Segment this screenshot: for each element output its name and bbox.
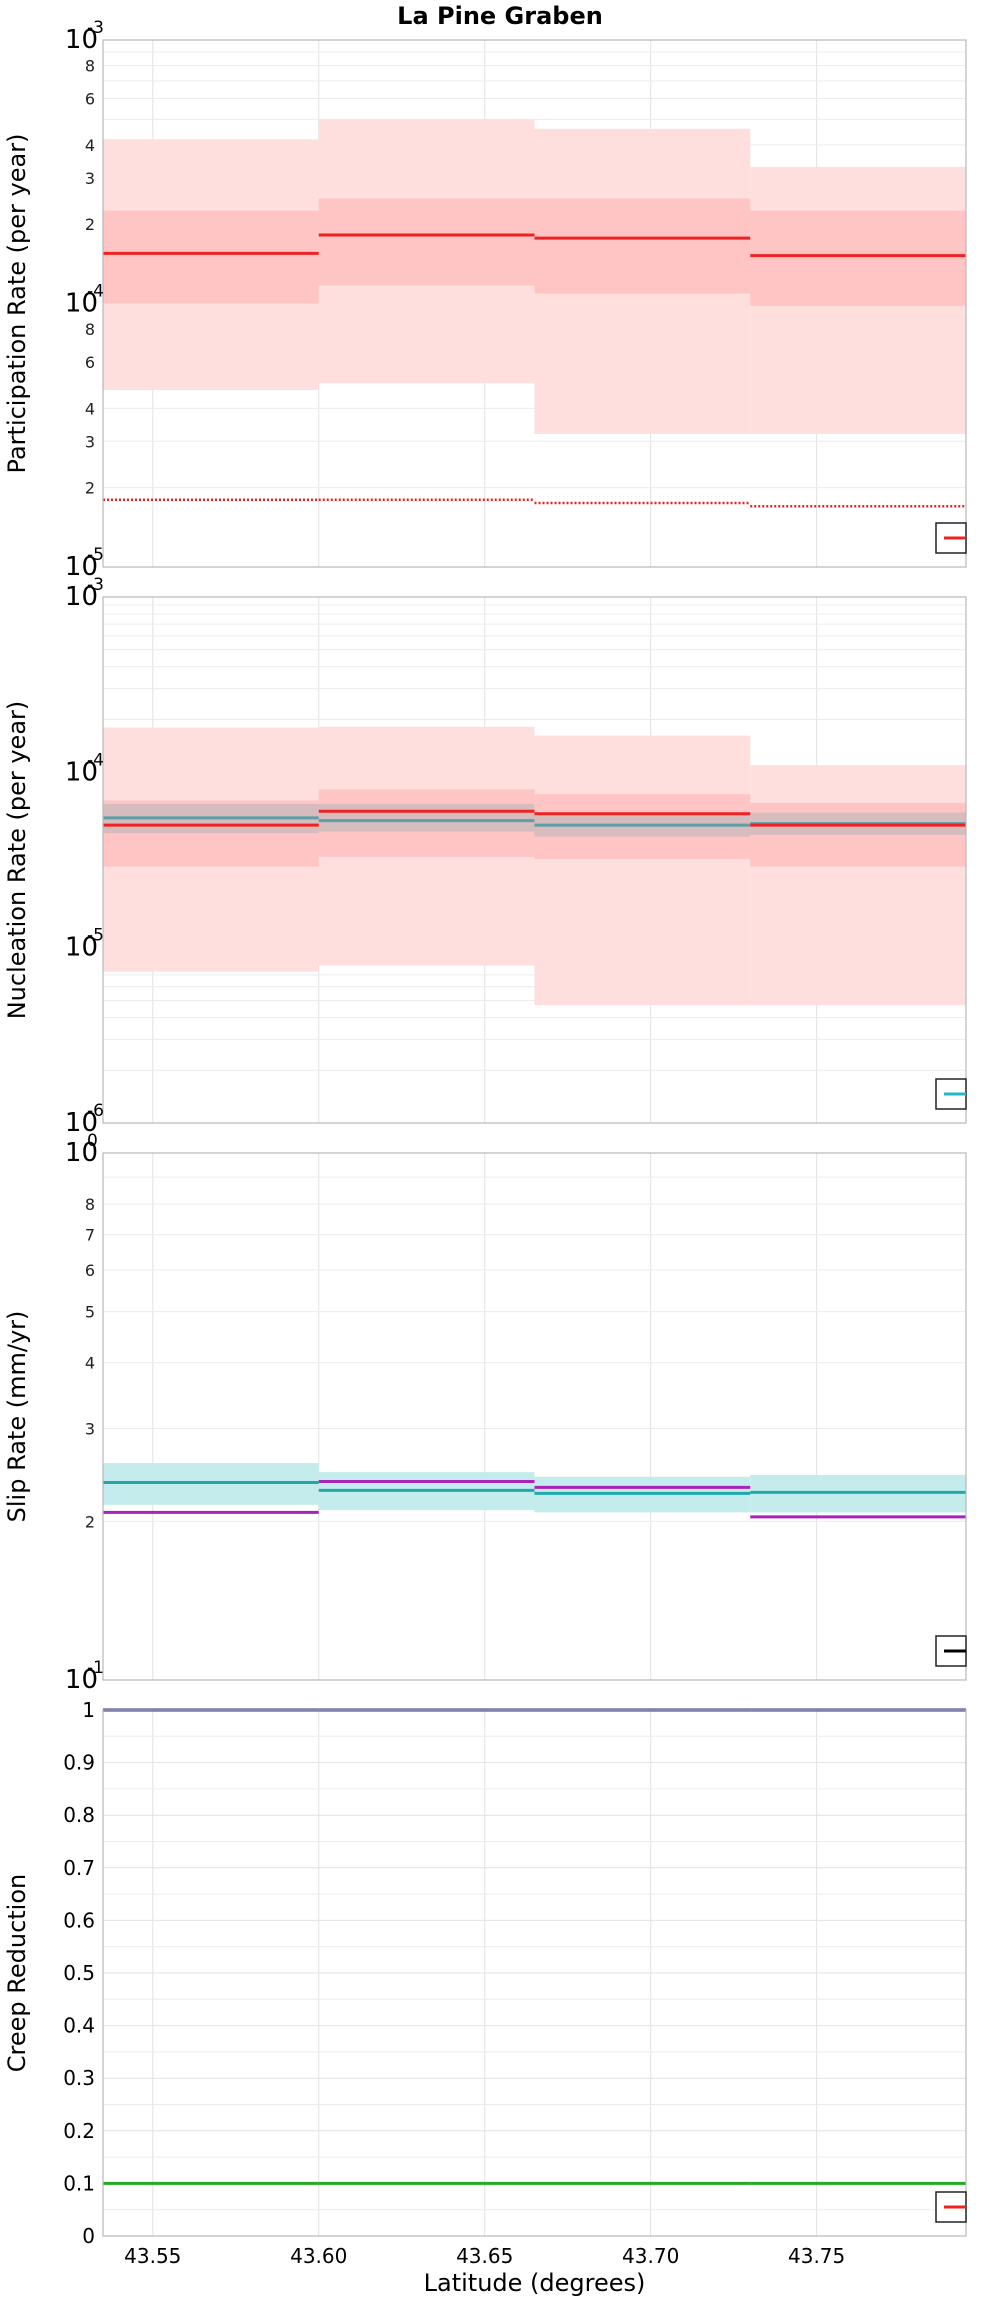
y-tick-exponent: -5 [87,926,104,946]
uncertainty-band-2 [103,198,966,306]
y-minor-tick-label: 6 [85,1261,95,1280]
y-tick-exponent: -6 [87,1101,104,1121]
y-tick-label: 1 [82,1698,95,1722]
series-line-2 [103,498,966,508]
band-segment [750,765,966,1006]
band-segment [318,803,535,832]
band-segment [534,198,751,294]
panel-4: 0 0.1 0.2 0.3 0.4 0.5 0.6 0.7 0.8 0.9 1 Creep Reduc… [3,1698,967,2297]
series-line-2 [103,1481,966,1495]
y-tick-label: 0.9 [63,1751,95,1775]
y-minor-tick-label: 5 [85,1303,95,1322]
band-segment [534,735,751,1006]
y-tick-label: 10 [65,582,98,612]
y-tick-label: 0.5 [63,1961,95,1985]
y-minor-tick-label: 7 [85,1226,95,1245]
x-tick-label: 43.70 [622,2244,679,2268]
y-minor-tick-label: 4 [85,1354,95,1373]
y-tick-label: 10 [65,757,98,787]
x-tick-label: 43.75 [788,2244,845,2268]
y-tick-label: 10 [65,552,98,582]
y-tick-label: 0.4 [63,2014,95,2038]
y-axis-title: Participation Rate (per year) [3,134,31,474]
y-tick-label: 0.8 [63,1803,95,1827]
x-tick-label: 43.55 [124,2244,181,2268]
y-minor-tick-label: 2 [85,1512,95,1531]
y-tick-label: 0.1 [63,2171,95,2195]
y-minor-tick-label: 3 [85,1420,95,1439]
y-tick-label: 0.3 [63,2066,95,2090]
plot-frame [102,1152,967,1681]
y-tick-label: 0.6 [63,1908,95,1932]
y-tick-exponent: 0 [87,1131,98,1151]
y-minor-tick-label: 3 [85,432,95,451]
y-minor-tick-label: 4 [85,136,95,155]
y-minor-tick-label: 8 [85,57,95,76]
plot-frame [102,39,967,568]
chart-title: La Pine Graben [397,2,603,30]
y-minor-tick-label: 8 [85,1195,95,1214]
y-tick-exponent: -3 [87,575,104,595]
y-tick-label: 10 [65,1138,98,1168]
y-tick-label: 0.2 [63,2119,95,2143]
y-axis-title: Creep Reduction [3,1874,31,2072]
y-tick-label: 10 [65,1108,98,1138]
series-line-1 [103,233,966,258]
y-tick-label: 10 [65,25,98,55]
y-tick-exponent: -5 [87,545,104,565]
series-line-2 [103,809,966,827]
y-tick-label: 0.7 [63,1856,95,1880]
y-minor-tick-label: 8 [85,320,95,339]
plot-frame [102,596,967,1124]
plot-frame [102,1709,967,2237]
y-minor-tick-label: 2 [85,479,95,498]
y-tick-label: 10 [65,1665,98,1695]
y-axis-title: Nucleation Rate (per year) [3,701,31,1020]
y-tick-label: 10 [65,289,98,319]
y-tick-exponent: -4 [87,282,104,302]
x-tick-label: 43.60 [290,2244,347,2268]
band-segment [103,210,319,304]
band-segment [318,198,535,286]
y-tick-exponent: -3 [87,18,104,38]
series-line-1 [103,816,966,827]
y-minor-tick-label: 3 [85,169,95,188]
series-line-1 [103,1480,966,1519]
y-minor-tick-label: 2 [85,215,95,234]
y-minor-tick-label: 6 [85,89,95,108]
y-tick-label: 0 [82,2224,95,2248]
x-axis-title: Latitude (degrees) [424,2269,646,2297]
y-tick-exponent: -1 [87,1658,104,1678]
y-tick-label: 10 [65,933,98,963]
y-axis-title: Slip Rate (mm/yr) [3,1311,31,1523]
x-tick-label: 43.65 [456,2244,513,2268]
y-tick-exponent: -4 [87,750,104,770]
y-minor-tick-label: 6 [85,353,95,372]
y-minor-tick-label: 4 [85,399,95,418]
band-segment [750,210,966,306]
